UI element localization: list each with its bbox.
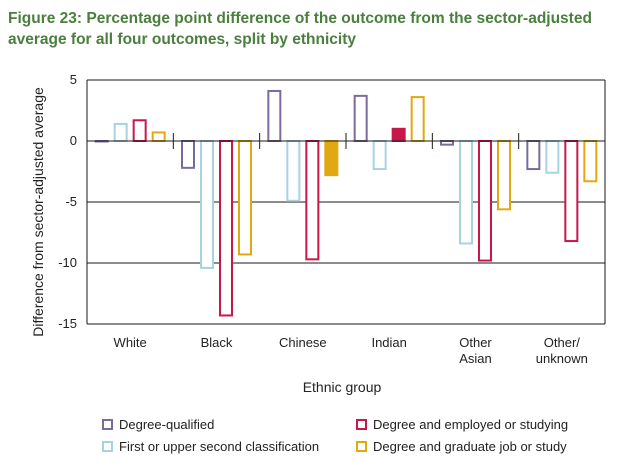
bar-degree-and-employed-or-studying-5 [564,140,579,243]
bar-degree-and-employed-or-studying-4 [478,140,492,262]
chart-title: Figure 23: Percentage point difference o… [8,10,592,48]
bar-degree-and-graduate-job-or-study-1 [238,140,252,256]
category-label: Indian [371,335,406,350]
bar-degree-qualified-3 [353,94,368,142]
bar-first-or-upper-second-classification-0 [113,122,128,142]
bar-first-or-upper-second-classification-3 [372,140,387,171]
category-label-line: Asian [459,351,492,366]
category-label-line: unknown [536,351,588,366]
category-label-line: Indian [371,335,406,350]
x-axis-title: Ethnic group [303,379,382,395]
y-tick-label: 5 [70,72,77,87]
category-labels: White Black Chinese Indian Other Asian Other/u… [114,335,588,366]
bar-degree-and-graduate-job-or-study-4 [497,140,511,211]
bar-degree-and-graduate-job-or-study-2 [324,140,339,177]
category-label-line: Other/ [544,335,581,350]
y-tick-label: -5 [65,194,77,209]
bar-degree-qualified-4 [440,140,454,146]
bar-degree-qualified-2 [267,89,282,143]
axes [86,79,606,325]
bars [94,89,598,317]
bar-degree-and-employed-or-studying-0 [132,119,147,143]
category-label: Other/unknown [536,335,588,366]
category-label: Other Asian [459,335,492,366]
category-label-line: Black [201,335,233,350]
category-label-line: Other [459,335,492,350]
bar-degree-and-employed-or-studying-3 [391,127,406,143]
category-label: Chinese [279,335,327,350]
y-tick-label: 0 [70,133,77,148]
category-label: White [114,335,147,350]
bar-degree-and-employed-or-studying-2 [305,140,320,261]
gridlines [87,201,605,264]
y-tick-labels: 5 0 -5 -10 -15 [58,72,77,331]
y-axis-title: Difference from sector-adjusted average [30,87,46,337]
bar-degree-and-graduate-job-or-study-3 [410,96,425,142]
y-tick-label: -15 [58,316,77,331]
bar-first-or-upper-second-classification-4 [459,140,473,245]
bar-first-or-upper-second-classification-5 [545,140,560,174]
bar-first-or-upper-second-classification-2 [286,140,301,202]
category-label: Black [201,335,233,350]
category-label-line: White [114,335,147,350]
bar-degree-and-graduate-job-or-study-0 [151,131,166,143]
bar-degree-qualified-1 [181,140,195,169]
bar-degree-and-employed-or-studying-1 [219,140,233,317]
y-tick-label: -10 [58,255,77,270]
category-label-line: Chinese [279,335,327,350]
bar-degree-and-graduate-job-or-study-5 [583,140,598,183]
bar-first-or-upper-second-classification-1 [200,140,214,269]
bar-degree-qualified-5 [526,140,541,171]
